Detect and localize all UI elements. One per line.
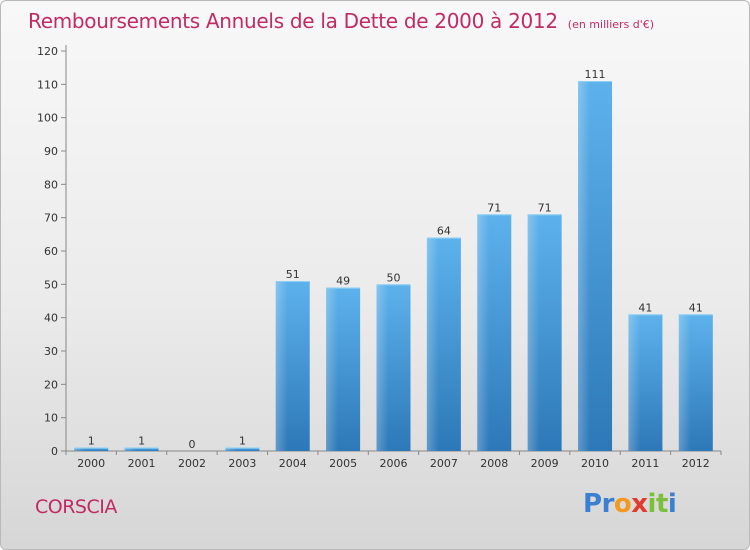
bar-2003 xyxy=(225,447,260,451)
logo-letter: t xyxy=(655,489,668,519)
value-label-2006: 50 xyxy=(387,271,401,284)
y-tick-label: 110 xyxy=(37,78,58,91)
bar-highlight-2011 xyxy=(628,314,641,451)
bar-highlight-2001 xyxy=(124,447,137,451)
value-label-2002: 0 xyxy=(188,438,195,451)
x-tick-label-2009: 2009 xyxy=(531,457,559,470)
bar-highlight-2008 xyxy=(477,214,490,451)
bar-highlight-2003 xyxy=(225,447,238,451)
logo-letter: r xyxy=(601,489,615,519)
bar-highlight-2004 xyxy=(275,281,288,451)
logo-letter: i xyxy=(647,489,657,519)
bar-highlight-2005 xyxy=(326,287,339,451)
chart-unit-note: (en milliers d'€) xyxy=(567,18,655,31)
value-label-2007: 64 xyxy=(437,225,451,238)
logo-letter: P xyxy=(583,489,602,519)
x-tick-label-2012: 2012 xyxy=(682,457,710,470)
logo-letter: x xyxy=(631,489,648,519)
y-tick-label: 120 xyxy=(37,45,58,58)
value-label-2004: 51 xyxy=(286,268,300,281)
logo-letter: i xyxy=(667,489,677,519)
place-name: CORSCIA xyxy=(35,496,117,518)
y-tick-label: 60 xyxy=(44,245,58,258)
y-tick-label: 20 xyxy=(44,378,58,391)
x-tick-label-2004: 2004 xyxy=(279,457,307,470)
x-tick-label-2011: 2011 xyxy=(631,457,659,470)
bar-2000 xyxy=(74,447,109,451)
logo-letter: o xyxy=(613,489,632,519)
value-label-2000: 1 xyxy=(88,435,95,448)
value-label-2001: 1 xyxy=(138,435,145,448)
value-label-2012: 41 xyxy=(689,301,703,314)
bar-highlight-2012 xyxy=(678,314,691,451)
y-tick-label: 30 xyxy=(44,345,58,358)
value-label-2008: 71 xyxy=(487,201,501,214)
value-label-2003: 1 xyxy=(239,435,246,448)
y-tick-label: 50 xyxy=(44,278,58,291)
x-tick-label-2005: 2005 xyxy=(329,457,357,470)
x-tick-label-2008: 2008 xyxy=(480,457,508,470)
y-tick-label: 70 xyxy=(44,212,58,225)
y-tick-label: 80 xyxy=(44,178,58,191)
bar-highlight-2010 xyxy=(578,81,590,451)
chart-title-text: Remboursements Annuels de la Dette de 20… xyxy=(28,9,558,33)
y-tick-label: 90 xyxy=(44,145,58,158)
value-label-2005: 49 xyxy=(336,275,350,288)
bar-highlight-2009 xyxy=(527,214,540,451)
x-tick-label-2001: 2001 xyxy=(128,457,156,470)
y-tick-label: 0 xyxy=(51,445,58,458)
value-label-2010: 111 xyxy=(585,68,606,81)
x-tick-label-2006: 2006 xyxy=(380,457,408,470)
y-tick-label: 40 xyxy=(44,312,58,325)
bar-highlight-2000 xyxy=(74,447,87,451)
chart-title: Remboursements Annuels de la Dette de 20… xyxy=(28,9,654,33)
x-tick-label-2010: 2010 xyxy=(581,457,609,470)
x-tick-label-2007: 2007 xyxy=(430,457,458,470)
proxiti-logo: Proxiti xyxy=(583,489,677,519)
value-label-2009: 71 xyxy=(538,201,552,214)
bar-2001 xyxy=(124,447,159,451)
chart-value-labels: 1 1 0 1 51 49 50 64 71 71 111 41 41 xyxy=(88,68,703,451)
x-tick-label-2000: 2000 xyxy=(77,457,105,470)
bar-highlight-2007 xyxy=(426,237,439,451)
bar-highlight-2006 xyxy=(376,284,389,451)
value-label-2011: 41 xyxy=(638,301,652,314)
x-tick-label-2002: 2002 xyxy=(178,457,206,470)
y-tick-label: 100 xyxy=(37,112,58,125)
y-tick-label: 10 xyxy=(44,412,58,425)
x-tick-label-2003: 2003 xyxy=(228,457,256,470)
chart-bars xyxy=(74,81,713,451)
